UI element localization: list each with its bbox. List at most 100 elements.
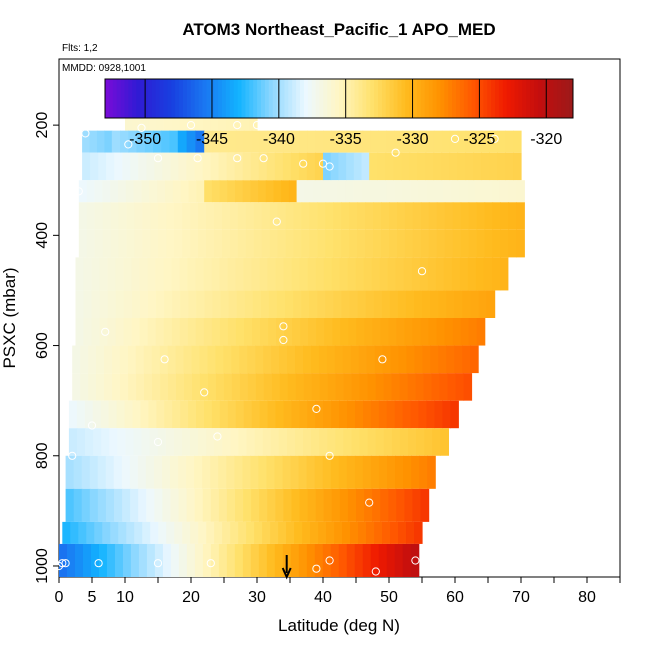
heat-cell-5-0-26 bbox=[285, 229, 295, 258]
heat-cell-6-0-27 bbox=[291, 257, 301, 291]
heat-cell-10-0-13 bbox=[176, 373, 185, 401]
colorbar-cell-69 bbox=[374, 79, 379, 118]
heat-cell-6-0-17 bbox=[211, 257, 221, 291]
heat-cell-3-0-13 bbox=[180, 180, 190, 203]
heat-cell-3-1-5 bbox=[242, 180, 251, 203]
heat-cell-14-0-35 bbox=[347, 488, 357, 522]
heat-cell-16-0-7 bbox=[114, 543, 124, 577]
heat-cell-11-0-32 bbox=[323, 400, 332, 429]
heat-cell-13-0-5 bbox=[105, 455, 115, 489]
heat-cell-4-0-30 bbox=[317, 202, 327, 230]
heat-cell-16-0-12 bbox=[154, 543, 164, 577]
heat-cell-13-0-29 bbox=[298, 455, 308, 489]
heat-cell-14-0-26 bbox=[275, 488, 284, 522]
heat-cell-3-2-0 bbox=[296, 180, 306, 203]
heat-cell-10-0-17 bbox=[207, 373, 217, 401]
colorbar-cell-115 bbox=[553, 79, 558, 118]
heat-cell-16-0-40 bbox=[378, 543, 388, 577]
x-tick-label: 80 bbox=[578, 589, 596, 606]
heat-cell-4-0-45 bbox=[436, 202, 446, 230]
heat-cell-11-0-12 bbox=[164, 400, 173, 429]
heat-cell-11-0-18 bbox=[211, 400, 221, 429]
heat-cell-0-0-1 bbox=[132, 111, 142, 131]
heat-cell-14-0-18 bbox=[210, 488, 220, 522]
colorbar-tick-label: -330 bbox=[397, 131, 429, 148]
heat-cell-15-0-18 bbox=[206, 521, 215, 544]
colorbar-cell-4 bbox=[120, 79, 125, 118]
heat-cell-10-0-0 bbox=[72, 373, 81, 401]
heat-cell-10-0-44 bbox=[423, 373, 433, 401]
heat-cell-13-0-1 bbox=[73, 455, 83, 489]
heat-cell-16-0-30 bbox=[298, 543, 308, 577]
heat-cell-5-0-48 bbox=[460, 229, 470, 258]
heat-cell-11-0-6 bbox=[116, 400, 126, 429]
heat-cell-1-3-26 bbox=[410, 130, 419, 153]
heat-cell-8-0-1 bbox=[83, 318, 93, 346]
heat-cell-10-0-37 bbox=[367, 373, 377, 401]
heat-cell-14-0-3 bbox=[89, 488, 99, 522]
heat-cell-3-2-16 bbox=[426, 180, 436, 203]
heat-cell-4-0-7 bbox=[134, 202, 144, 230]
heat-cell-0-0-3 bbox=[148, 111, 157, 131]
heat-cell-6-0-6 bbox=[123, 257, 133, 291]
heat-cell-3-1-0 bbox=[204, 180, 213, 203]
colorbar-cell-59 bbox=[335, 79, 340, 118]
heat-cell-7-0-13 bbox=[180, 290, 189, 318]
heat-cell-14-0-10 bbox=[146, 488, 155, 522]
heat-cell-4-0-9 bbox=[150, 202, 159, 230]
heat-cell-4-0-38 bbox=[381, 202, 390, 230]
heat-cell-3-0-7 bbox=[133, 180, 143, 203]
heat-cell-2-0-29 bbox=[314, 152, 324, 181]
heat-cell-2-0-1 bbox=[90, 152, 99, 181]
heat-cell-12-0-26 bbox=[278, 428, 288, 456]
heat-cell-9-0-22 bbox=[247, 345, 256, 374]
colorbar-cell-96 bbox=[479, 79, 484, 118]
heat-cell-11-0-17 bbox=[204, 400, 213, 429]
heat-cell-8-0-26 bbox=[284, 318, 293, 346]
heat-cell-15-0-23 bbox=[246, 521, 255, 544]
colorbar-cell-58 bbox=[331, 79, 336, 118]
heat-cell-7-0-39 bbox=[389, 290, 399, 318]
heat-cell-9-0-16 bbox=[199, 345, 209, 374]
heat-cell-8-0-44 bbox=[428, 318, 438, 346]
heat-cell-6-0-50 bbox=[475, 257, 485, 291]
heat-cell-13-0-9 bbox=[137, 455, 147, 489]
heat-cell-10-0-24 bbox=[263, 373, 273, 401]
heat-cell-13-0-23 bbox=[250, 455, 260, 489]
heat-cell-14-0-30 bbox=[307, 488, 317, 522]
colorbar-cell-24 bbox=[198, 79, 203, 118]
heat-cell-3-0-15 bbox=[196, 180, 205, 203]
heat-cell-5-0-30 bbox=[317, 229, 327, 258]
heat-cell-11-0-5 bbox=[108, 400, 118, 429]
heat-cell-6-0-16 bbox=[203, 257, 213, 291]
heat-cell-13-0-41 bbox=[395, 455, 404, 489]
heat-cell-1-3-25 bbox=[402, 130, 411, 153]
heat-cell-6-0-28 bbox=[299, 257, 309, 291]
colorbar-cell-77 bbox=[405, 79, 410, 118]
heat-cell-5-0-41 bbox=[404, 229, 414, 258]
heat-cell-12-0-19 bbox=[222, 428, 231, 456]
heat-cell-8-0-45 bbox=[436, 318, 446, 346]
heat-cell-6-0-36 bbox=[363, 257, 373, 291]
heat-cell-10-0-23 bbox=[255, 373, 265, 401]
heat-cell-6-0-30 bbox=[315, 257, 325, 291]
heat-cell-1-3-18 bbox=[346, 130, 356, 153]
heat-cell-4-0-43 bbox=[420, 202, 430, 230]
heat-cell-9-0-26 bbox=[279, 345, 288, 374]
heat-cell-15-0-5 bbox=[102, 521, 111, 544]
heat-cell-2-2-1 bbox=[377, 152, 386, 181]
heat-cell-2-0-9 bbox=[154, 152, 163, 181]
heat-cell-6-0-52 bbox=[491, 257, 501, 291]
heat-cell-7-0-15 bbox=[196, 290, 206, 318]
heat-cell-4-0-46 bbox=[444, 202, 454, 230]
heat-cell-5-0-50 bbox=[476, 229, 486, 258]
heat-cell-11-0-0 bbox=[68, 400, 78, 429]
heat-cell-12-0-14 bbox=[181, 428, 191, 456]
heat-cell-13-0-11 bbox=[153, 455, 163, 489]
colorbar-cell-40 bbox=[261, 79, 266, 118]
colorbar-frame bbox=[104, 78, 574, 119]
heat-cell-10-0-40 bbox=[391, 373, 401, 401]
heat-cell-7-0-50 bbox=[478, 290, 488, 318]
colorbar-cell-100 bbox=[495, 79, 500, 118]
x-tick-label: 30 bbox=[248, 589, 266, 606]
